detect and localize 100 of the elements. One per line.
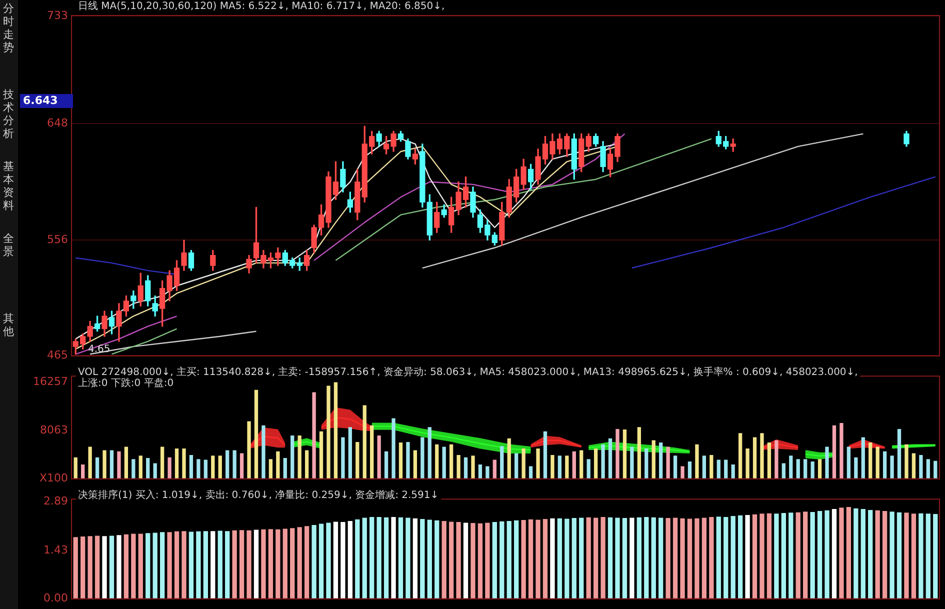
bar	[810, 512, 815, 598]
bar	[904, 512, 909, 598]
bar	[840, 423, 844, 478]
bar	[622, 430, 627, 478]
bar	[398, 517, 404, 598]
bar	[377, 435, 381, 478]
bar	[167, 532, 172, 598]
bar	[189, 454, 194, 478]
bar	[478, 523, 483, 598]
bar	[652, 440, 656, 478]
bar	[766, 513, 772, 598]
bar	[896, 512, 902, 598]
bar	[74, 457, 78, 478]
bar	[203, 531, 208, 598]
text: 技术分析	[3, 88, 15, 140]
bar	[832, 508, 837, 598]
bar	[846, 506, 852, 598]
bar	[478, 464, 482, 478]
bar	[370, 517, 374, 598]
bar	[680, 518, 685, 598]
bar	[188, 532, 194, 598]
bar	[94, 536, 100, 598]
text: 基本资料	[3, 160, 15, 212]
bar	[398, 442, 403, 478]
bar	[789, 456, 793, 478]
text: 分时走势	[3, 2, 15, 54]
bar	[774, 514, 779, 598]
bar	[731, 464, 735, 478]
bar	[688, 462, 692, 478]
bar	[412, 518, 418, 598]
bar	[290, 528, 295, 598]
bar	[348, 427, 352, 478]
bar	[312, 392, 316, 478]
bar	[572, 451, 576, 478]
bar	[565, 456, 569, 478]
bar	[298, 435, 302, 478]
bar	[81, 464, 85, 478]
bar	[340, 522, 346, 598]
bar	[210, 531, 216, 598]
bar	[918, 513, 924, 598]
bar	[875, 510, 880, 598]
bar	[196, 531, 201, 598]
bar	[304, 450, 309, 478]
bar	[463, 522, 468, 598]
bar	[384, 451, 388, 478]
bar	[132, 459, 136, 478]
bar	[124, 446, 128, 478]
bar	[500, 521, 504, 598]
bar	[95, 457, 100, 478]
bar	[261, 529, 266, 598]
bar	[406, 518, 410, 598]
bar	[116, 535, 122, 598]
bar	[522, 448, 526, 478]
bar	[854, 457, 858, 478]
y-tick-label: X100	[39, 471, 68, 484]
bar	[536, 520, 540, 598]
bar	[507, 438, 511, 478]
bar	[673, 456, 678, 478]
bar	[341, 437, 345, 478]
bar	[276, 451, 280, 478]
bar	[622, 518, 628, 598]
bar	[709, 517, 714, 598]
bar	[333, 522, 338, 598]
bar	[868, 510, 873, 598]
bar	[117, 451, 121, 478]
bar	[218, 530, 222, 598]
bar	[738, 515, 743, 598]
bar	[600, 517, 606, 598]
bar	[542, 519, 548, 598]
bar	[470, 523, 476, 598]
bar	[225, 531, 230, 598]
bar	[492, 522, 497, 598]
bar	[492, 460, 496, 478]
bar	[160, 532, 165, 598]
bar	[276, 529, 280, 598]
bar	[153, 463, 157, 478]
bar	[102, 536, 107, 598]
bar	[876, 446, 880, 478]
bar	[550, 518, 555, 598]
bar	[448, 522, 454, 598]
bar	[226, 450, 230, 478]
bar	[912, 453, 916, 478]
bar	[262, 425, 266, 478]
bar	[919, 454, 923, 478]
bar	[846, 446, 851, 478]
bar	[658, 518, 664, 598]
bar	[268, 459, 273, 478]
bar	[514, 453, 518, 478]
bar	[536, 448, 540, 478]
bar	[724, 460, 728, 478]
bar	[781, 513, 786, 598]
bar	[933, 514, 938, 598]
bar	[413, 450, 418, 478]
bar	[659, 442, 663, 478]
bar	[506, 521, 512, 598]
y-tick-label: 648	[47, 116, 68, 130]
bar	[471, 456, 475, 478]
bar	[760, 433, 764, 478]
bar	[630, 518, 634, 598]
bar	[246, 530, 252, 598]
